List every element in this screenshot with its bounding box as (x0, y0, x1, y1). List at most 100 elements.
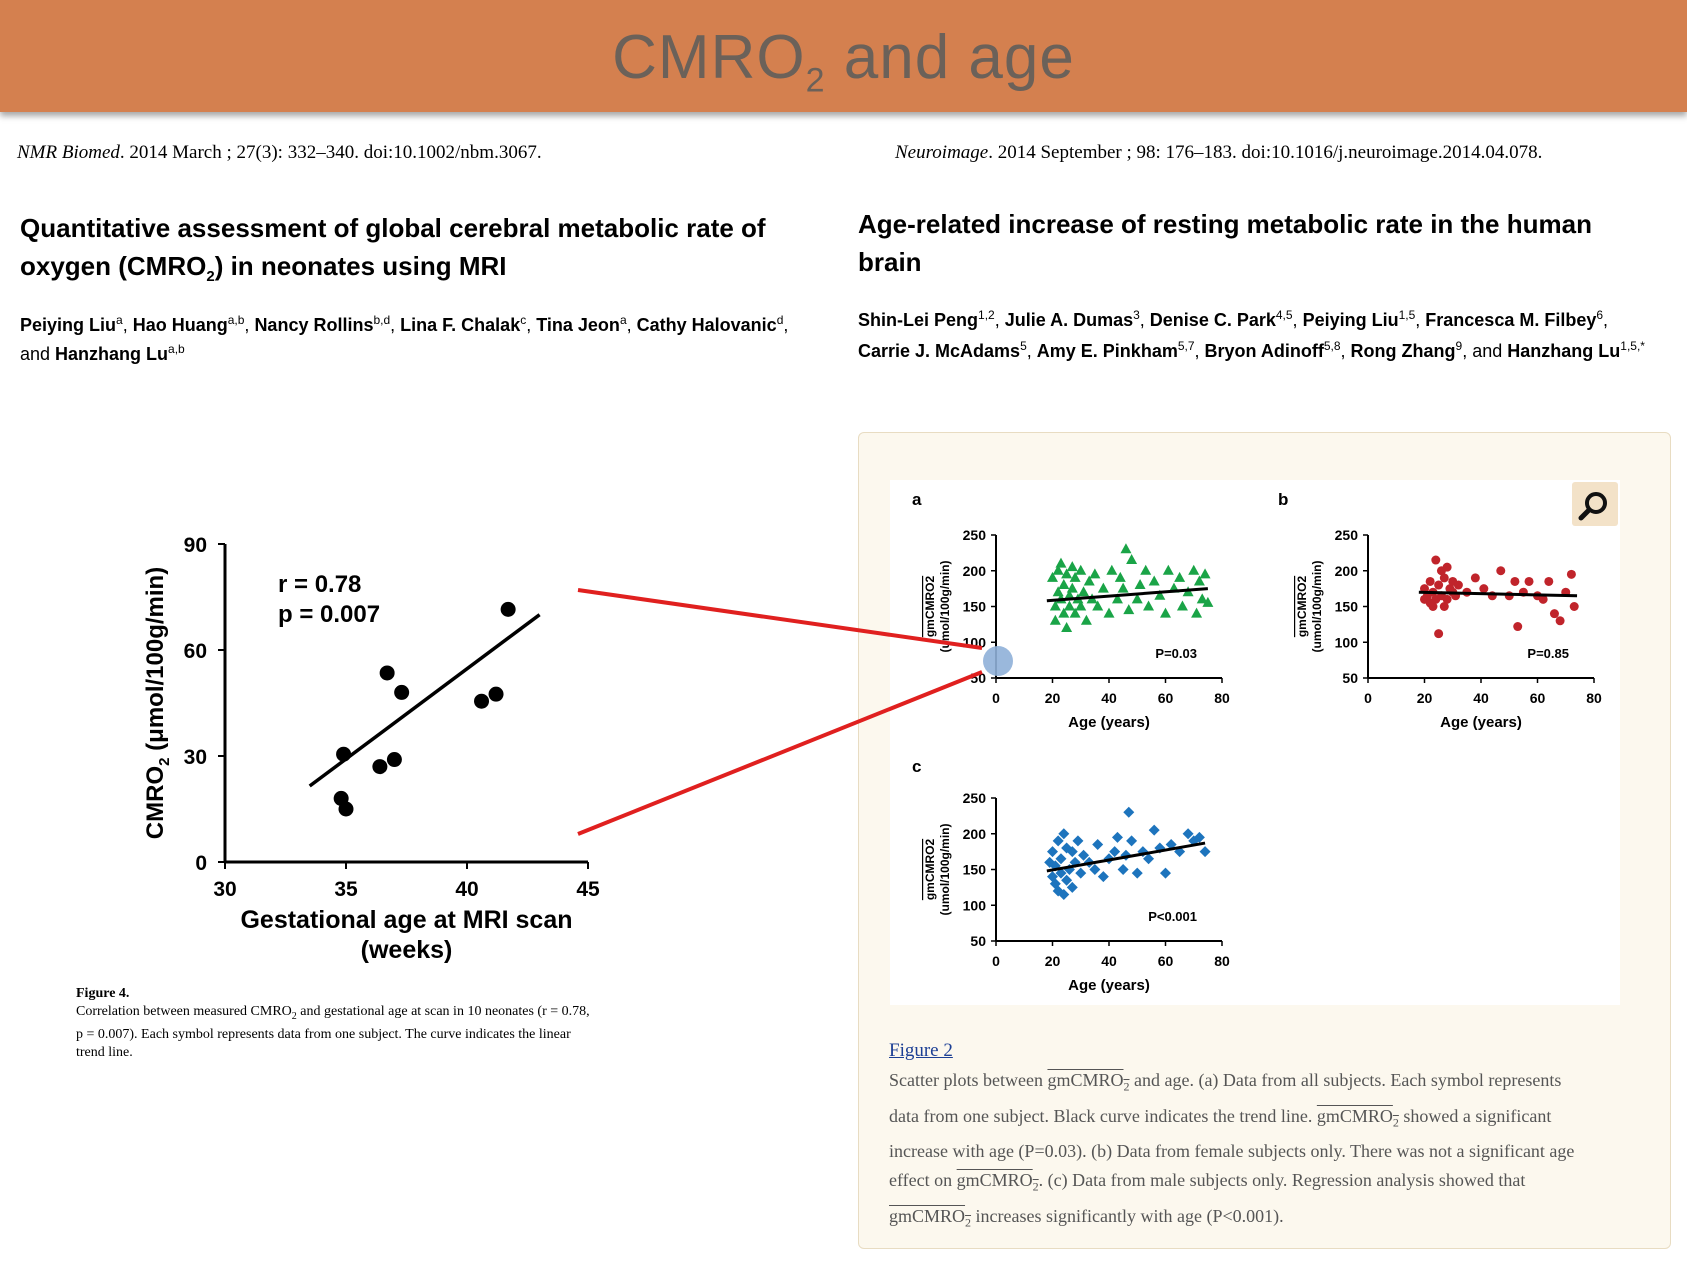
x-tick-label: 20 (1045, 953, 1061, 969)
y-tick-label: 60 (184, 640, 207, 663)
author-affiliation: 1,5 (1398, 308, 1416, 322)
author-name: Julie A. Dumas (1004, 310, 1134, 330)
x-tick-label: 60 (1158, 690, 1174, 706)
data-point (1058, 889, 1070, 901)
data-point (1434, 580, 1444, 590)
y-tick-label: 200 (963, 826, 987, 842)
y-tick-label: 90 (184, 534, 207, 557)
data-point (1196, 593, 1208, 604)
zoom-button[interactable] (1572, 482, 1618, 526)
data-point (1524, 576, 1534, 586)
data-point (1428, 602, 1438, 611)
x-tick-label: 60 (1158, 953, 1174, 969)
data-point (1089, 568, 1101, 579)
data-point (1061, 621, 1073, 632)
caption-line: Scatter plots between gmCMRO2 and age. (… (889, 1070, 1562, 1094)
author-separator: , (1194, 341, 1205, 361)
data-point (488, 686, 504, 702)
author-affiliation: b,d (373, 313, 391, 327)
data-point (1549, 609, 1559, 619)
trend-line (1046, 841, 1206, 873)
data-point (1544, 576, 1554, 586)
author-affiliation: 4,5 (1275, 308, 1293, 322)
y-axis-label: gmCMRO2 (923, 576, 937, 638)
data-point (1120, 543, 1132, 554)
data-point (1191, 607, 1203, 618)
y-axis-label: (umol/100g/min) (938, 560, 952, 652)
x-tick-label: 60 (1530, 690, 1546, 706)
trend-line (1418, 590, 1578, 598)
x-tick-label: 35 (334, 878, 358, 901)
data-point (1123, 604, 1135, 615)
author-separator: , (1292, 310, 1303, 330)
y-tick-label: 50 (1342, 670, 1358, 686)
caption-line: effect on gmCMRO2. (c) Data from male su… (889, 1170, 1526, 1194)
author-separator: , (526, 315, 537, 335)
right-paper-title: Age-related increase of resting metaboli… (858, 209, 1592, 277)
data-point (1538, 594, 1548, 604)
data-point (1055, 853, 1067, 865)
y-axis-label: CMRO2 (μmol/100g/min) (142, 567, 173, 839)
data-point (1140, 564, 1152, 575)
data-point (1148, 575, 1160, 586)
connector-line-lower (577, 670, 983, 836)
author-affiliation: c (520, 313, 527, 327)
p-value-label: P<0.001 (1148, 909, 1197, 924)
data-point (1049, 614, 1061, 625)
x-axis-label: Age (years) (1068, 714, 1150, 731)
author-separator: , (244, 315, 255, 335)
data-point (1052, 835, 1064, 847)
author-name: Hanzhang Lu (55, 344, 169, 364)
data-point (1162, 564, 1174, 575)
panel-label: a (912, 490, 922, 509)
author-name: Bryon Adinoff (1204, 341, 1324, 361)
author-affiliation: 5 (1020, 339, 1027, 353)
data-point (1193, 831, 1205, 843)
y-tick-label: 200 (1335, 563, 1359, 579)
data-point (1431, 555, 1441, 565)
panel-label: b (1278, 490, 1288, 509)
data-point (1097, 582, 1109, 593)
author-affiliation: d (776, 313, 784, 327)
data-point (386, 752, 402, 768)
data-point (1063, 600, 1075, 611)
data-point (1066, 881, 1078, 893)
data-point (1097, 871, 1109, 883)
author-name: Cathy Halovanic (636, 315, 777, 335)
slide-title: CMRO2 and age (612, 23, 1075, 100)
author-separator: , and (20, 315, 789, 364)
author-affiliation: 1,2 (978, 308, 995, 322)
figure-2-caption: Scatter plots between gmCMRO2 and age. (… (889, 1066, 1649, 1237)
data-point (1555, 616, 1565, 626)
x-tick-label: 40 (1101, 953, 1117, 969)
author-name: Hao Huang (132, 315, 228, 335)
data-point (1174, 571, 1186, 582)
author-affiliation: 9 (1455, 339, 1463, 353)
data-point (500, 601, 516, 617)
data-point (1510, 576, 1520, 586)
data-point (1117, 864, 1129, 875)
data-point (1199, 846, 1211, 858)
y-tick-label: 30 (184, 746, 207, 769)
data-point (1055, 867, 1067, 879)
y-tick-label: 100 (1335, 634, 1359, 650)
panel-label: c (912, 757, 921, 776)
author-affiliation: 3 (1133, 308, 1140, 322)
right-authors: Shin-Lei Peng1,2, Julie A. Dumas3, Denis… (858, 302, 1658, 364)
author-affiliation: 5,7 (1177, 339, 1195, 353)
author-affiliation: a,b (227, 313, 245, 327)
data-point (1061, 874, 1073, 886)
magnifier-icon (1578, 492, 1607, 521)
author-name: Rong Zhang (1350, 341, 1456, 361)
data-point (1123, 806, 1135, 818)
figure-2-link[interactable]: Figure 2 (889, 1040, 953, 1061)
data-point (1069, 607, 1081, 618)
data-point (1117, 582, 1129, 593)
p-value-label: P=0.85 (1527, 646, 1569, 661)
data-point (1106, 564, 1118, 575)
data-point (336, 746, 352, 762)
data-point (1470, 573, 1480, 583)
data-point (1075, 600, 1087, 611)
